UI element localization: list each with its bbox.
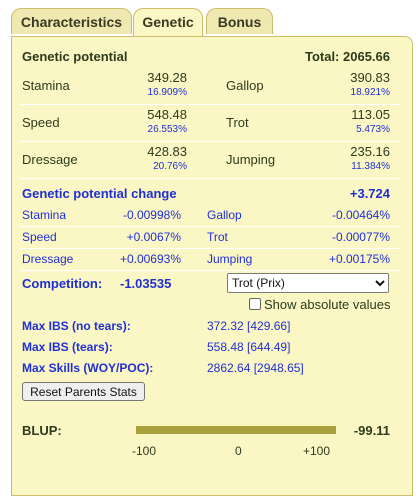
- tab-label: Genetic: [142, 14, 194, 30]
- ibs-value-no-tears: 372.32 [429.66]: [207, 319, 291, 333]
- genetic-panel: [11, 36, 413, 496]
- change-value-stamina: -0.00998%: [122, 208, 181, 222]
- tab-label: Bonus: [217, 14, 262, 30]
- change-value-gallop: -0.00464%: [331, 208, 390, 222]
- change-label-trot: Trot: [207, 230, 228, 244]
- stat-value-jumping: 235.16: [350, 144, 390, 159]
- blup-scale-max: +100: [303, 444, 331, 458]
- stat-label-stamina: Stamina: [22, 78, 70, 93]
- change-label-gallop: Gallop: [207, 208, 242, 222]
- stat-pct-gallop: 18.921%: [350, 87, 390, 98]
- stat-value-dressage: 428.83: [147, 144, 187, 159]
- show-absolute-label[interactable]: Show absolute values: [264, 297, 391, 312]
- divider: [20, 226, 400, 227]
- show-absolute-checkbox[interactable]: [249, 298, 261, 310]
- blup-bar: [136, 426, 336, 434]
- divider: [20, 104, 400, 105]
- change-value-dressage: +0.00693%: [119, 252, 181, 266]
- genetic-change-total: +3.724: [349, 186, 390, 201]
- stat-pct-jumping: 11.384%: [351, 161, 390, 172]
- blup-scale-min: -100: [132, 444, 157, 458]
- change-label-jumping: Jumping: [207, 252, 253, 266]
- blup-label: BLUP:: [22, 423, 62, 438]
- competition-value: -1.03535: [120, 276, 172, 291]
- ibs-label-no-tears: Max IBS (no tears):: [22, 319, 131, 333]
- stat-pct-stamina: 16.909%: [147, 87, 187, 98]
- genetic-change-title: Genetic potential change: [22, 186, 177, 201]
- divider: [20, 270, 400, 271]
- stat-value-stamina: 349.28: [147, 70, 187, 85]
- reset-parents-stats-button[interactable]: Reset Parents Stats: [22, 382, 145, 401]
- stat-pct-trot: 5.473%: [356, 124, 390, 135]
- stat-label-jumping: Jumping: [226, 152, 276, 167]
- tab-label: Characteristics: [20, 14, 123, 30]
- blup-value: -99.11: [353, 423, 390, 438]
- stat-value-gallop: 390.83: [350, 70, 390, 85]
- divider: [20, 248, 400, 249]
- ibs-label-tears: Max IBS (tears):: [22, 340, 113, 354]
- stat-label-gallop: Gallop: [226, 78, 264, 93]
- ibs-value-tears: 558.48 [644.49]: [207, 340, 291, 354]
- stat-value-trot: 113.05: [351, 107, 390, 122]
- tab-characteristics[interactable]: Characteristics: [11, 8, 132, 34]
- change-label-stamina: Stamina: [22, 208, 67, 222]
- stat-label-trot: Trot: [226, 115, 249, 130]
- competition-select[interactable]: Trot (Prix): [227, 273, 389, 293]
- stat-label-speed: Speed: [22, 115, 60, 130]
- stat-pct-dressage: 20.76%: [153, 161, 187, 172]
- competition-label: Competition:: [22, 276, 103, 291]
- blup-scale-mid: 0: [235, 444, 242, 458]
- tab-bonus[interactable]: Bonus: [206, 8, 273, 34]
- change-value-speed: +0.0067%: [126, 230, 181, 244]
- max-skills-label: Max Skills (WOY/POC):: [22, 361, 154, 375]
- change-value-trot: -0.00077%: [331, 230, 390, 244]
- stat-label-dressage: Dressage: [22, 152, 78, 167]
- stat-pct-speed: 26.553%: [147, 124, 187, 135]
- divider: [20, 178, 400, 179]
- divider: [20, 141, 400, 142]
- max-skills-value: 2862.64 [2948.65]: [207, 361, 304, 375]
- genetic-total: Total: 2065.66: [304, 49, 390, 64]
- change-label-dressage: Dressage: [22, 252, 74, 266]
- change-label-speed: Speed: [22, 230, 57, 244]
- change-value-jumping: +0.00175%: [328, 252, 390, 266]
- stat-value-speed: 548.48: [147, 107, 187, 122]
- genetic-potential-title: Genetic potential: [22, 49, 128, 64]
- tab-genetic[interactable]: Genetic: [133, 8, 203, 38]
